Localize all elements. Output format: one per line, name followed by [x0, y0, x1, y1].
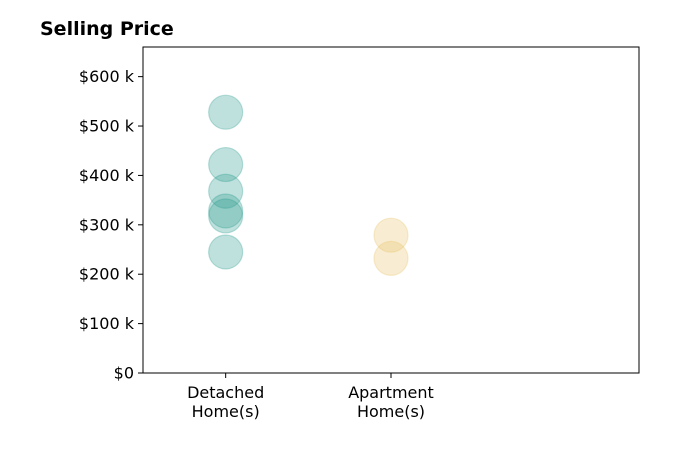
x-tick-label: Detached Home(s) — [187, 383, 264, 421]
data-point — [208, 146, 244, 183]
y-axis: $0 $100 k $200 k $300 k $400 k $500 k $600 k — [79, 67, 143, 383]
y-tick-label: $500 k — [79, 117, 135, 136]
chart-title: Selling Price — [40, 18, 174, 40]
y-tick-label: $0 — [114, 364, 134, 383]
y-tick-label: $600 k — [79, 67, 135, 86]
y-tick-label: $100 k — [79, 314, 135, 333]
data-point — [208, 94, 244, 130]
data-point — [208, 234, 244, 270]
data-point — [208, 193, 244, 229]
data-point — [373, 217, 409, 253]
y-tick-label: $300 k — [79, 215, 135, 234]
x-axis: Detached Home(s) Apartment Home(s) — [187, 373, 434, 421]
points-layer — [208, 94, 409, 277]
x-tick-label: Apartment Home(s) — [348, 383, 434, 421]
data-point — [208, 173, 244, 209]
data-point — [373, 240, 409, 277]
data-point — [208, 198, 244, 234]
y-tick-label: $200 k — [79, 265, 135, 284]
y-tick-label: $400 k — [79, 166, 135, 185]
